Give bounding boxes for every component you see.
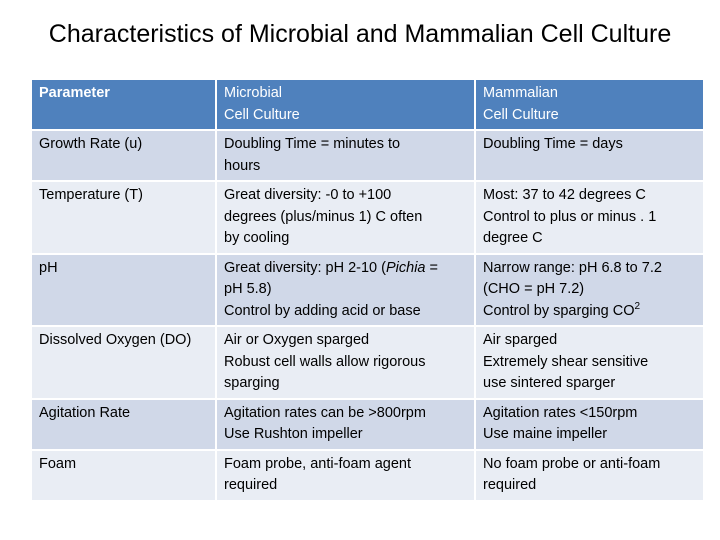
cell-line: Control by sparging CO2 bbox=[483, 301, 696, 323]
cell-microbial: Great diversity: -0 to +100 degrees (plu… bbox=[215, 180, 476, 255]
cell-mammalian: Doubling Time = days bbox=[474, 129, 705, 182]
cell-parameter: pH bbox=[30, 252, 217, 327]
cell-line: Control to plus or minus . 1 bbox=[483, 208, 657, 225]
cell-line: Agitation rates can be >800rpm bbox=[224, 404, 426, 421]
cell-parameter: Agitation Rate bbox=[30, 397, 217, 451]
cell-line: degree C bbox=[483, 230, 543, 246]
cell-parameter: Temperature (T) bbox=[30, 180, 217, 255]
header-mammalian-line: Cell Culture bbox=[483, 106, 559, 123]
cell-microbial: Air or Oxygen sparged Robust cell walls … bbox=[215, 325, 476, 400]
cell-line: pH 5.8) bbox=[224, 281, 272, 297]
header-parameter: Parameter bbox=[30, 78, 217, 131]
ph-microbial-prefix: Great diversity: pH 2-10 ( bbox=[224, 259, 386, 276]
ph-microbial-organism: Pichia bbox=[385, 259, 426, 276]
cell-line: Great diversity: pH 2-10 (Pichia = bbox=[224, 258, 467, 280]
table-row: pH Great diversity: pH 2-10 (Pichia = pH… bbox=[30, 252, 705, 327]
cell-parameter: Growth Rate (u) bbox=[30, 129, 217, 182]
cell-line: Use Rushton impeller bbox=[224, 426, 363, 442]
table-header-row: Parameter Microbial Cell Culture Mammali… bbox=[30, 78, 705, 131]
cell-line: Air sparged bbox=[483, 332, 558, 348]
cell-line: use sintered sparger bbox=[483, 375, 616, 391]
cell-line: Air or Oxygen sparged bbox=[224, 332, 370, 348]
table-row: Agitation Rate Agitation rates can be >8… bbox=[30, 397, 705, 451]
cell-line: Great diversity: -0 to +100 bbox=[224, 187, 392, 203]
ph-mammalian-prefix: Control by sparging CO bbox=[483, 302, 635, 319]
cell-line: Control by adding acid or base bbox=[224, 302, 421, 319]
header-microbial-line: Microbial bbox=[224, 85, 283, 101]
cell-line: Robust cell walls allow rigorous bbox=[224, 353, 426, 370]
cell-line: Use maine impeller bbox=[483, 426, 608, 442]
cell-line: required bbox=[224, 477, 278, 493]
comparison-table: Parameter Microbial Cell Culture Mammali… bbox=[30, 78, 705, 502]
cell-mammalian: Narrow range: pH 6.8 to 7.2 (CHO = pH 7.… bbox=[474, 252, 705, 327]
cell-line: Foam probe, anti-foam agent bbox=[224, 455, 411, 472]
cell-line: (CHO = pH 7.2) bbox=[483, 281, 585, 297]
cell-line: Doubling Time = minutes to bbox=[224, 136, 401, 152]
table-row: Temperature (T) Great diversity: -0 to +… bbox=[30, 180, 705, 255]
cell-microbial: Doubling Time = minutes to hours bbox=[215, 129, 476, 182]
cell-mammalian: Agitation rates <150rpm Use maine impell… bbox=[474, 397, 705, 451]
header-mammalian-line: Mammalian bbox=[483, 85, 558, 101]
cell-microbial: Great diversity: pH 2-10 (Pichia = pH 5.… bbox=[215, 252, 476, 327]
cell-parameter: Dissolved Oxygen (DO) bbox=[30, 325, 217, 400]
cell-line: required bbox=[483, 477, 537, 493]
table-row: Growth Rate (u) Doubling Time = minutes … bbox=[30, 129, 705, 182]
header-microbial-line: Cell Culture bbox=[224, 106, 300, 123]
table-row: Foam Foam probe, anti-foam agent require… bbox=[30, 448, 705, 502]
cell-line: hours bbox=[224, 157, 261, 174]
cell-line: No foam probe or anti-foam bbox=[483, 455, 661, 472]
cell-mammalian: Most: 37 to 42 degrees C Control to plus… bbox=[474, 180, 705, 255]
cell-line: degrees (plus/minus 1) C often bbox=[224, 208, 423, 225]
co2-subscript: 2 bbox=[634, 300, 641, 312]
table-row: Dissolved Oxygen (DO) Air or Oxygen spar… bbox=[30, 325, 705, 400]
cell-mammalian: No foam probe or anti-foam required bbox=[474, 448, 705, 502]
cell-mammalian: Air sparged Extremely shear sensitive us… bbox=[474, 325, 705, 400]
header-mammalian: Mammalian Cell Culture bbox=[474, 78, 705, 131]
cell-line: by cooling bbox=[224, 230, 290, 246]
header-microbial: Microbial Cell Culture bbox=[215, 78, 476, 131]
cell-line: Most: 37 to 42 degrees C bbox=[483, 187, 646, 203]
ph-microbial-suffix: = bbox=[425, 259, 438, 276]
cell-line: Extremely shear sensitive bbox=[483, 353, 649, 370]
cell-line: Doubling Time = days bbox=[483, 136, 623, 152]
slide-title: Characteristics of Microbial and Mammali… bbox=[48, 20, 672, 48]
cell-line: Agitation rates <150rpm bbox=[483, 404, 638, 421]
cell-parameter: Foam bbox=[30, 448, 217, 502]
cell-microbial: Agitation rates can be >800rpm Use Rusht… bbox=[215, 397, 476, 451]
cell-line: Narrow range: pH 6.8 to 7.2 bbox=[483, 259, 662, 276]
cell-line: sparging bbox=[224, 375, 280, 391]
cell-microbial: Foam probe, anti-foam agent required bbox=[215, 448, 476, 502]
